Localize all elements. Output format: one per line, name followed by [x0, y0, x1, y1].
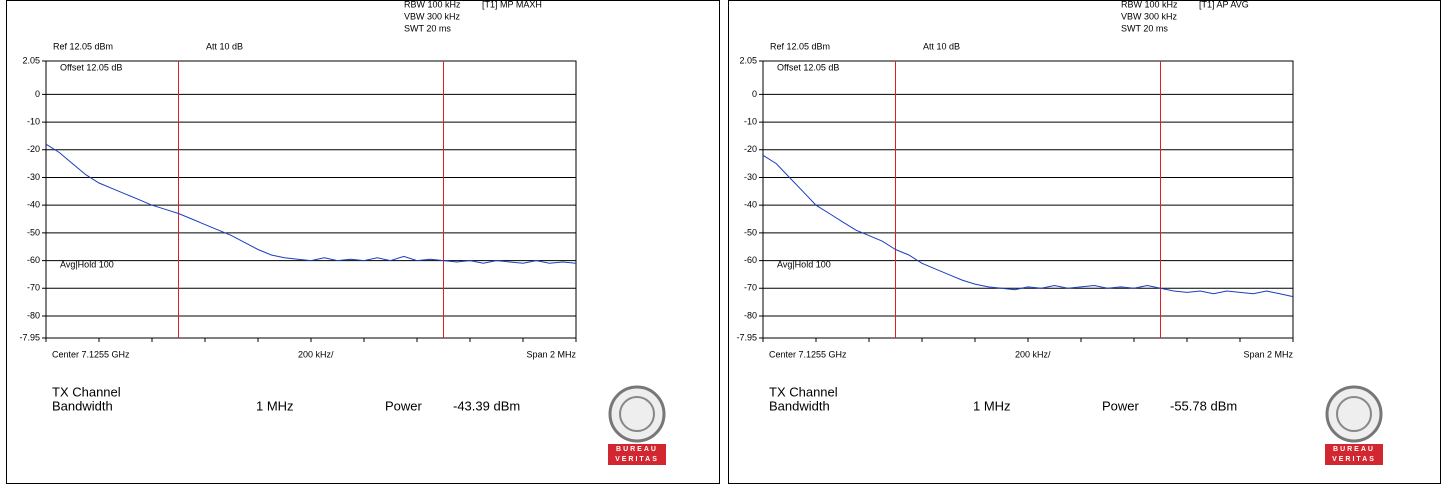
y-tick-label: -40 — [744, 200, 757, 210]
y-tick-label: -30 — [27, 172, 40, 182]
y-tick-label: 0 — [752, 89, 757, 99]
power-value: -55.78 dBm — [1170, 398, 1237, 413]
center-frequency: Center 7.1255 GHz — [769, 349, 847, 359]
logo-text: VERITAS — [615, 456, 659, 463]
y-tick-label: 0 — [35, 89, 40, 99]
trace — [45, 143, 577, 264]
logo-seal-inner — [619, 396, 655, 432]
bandwidth-value: 1 MHz — [256, 398, 294, 413]
y-tick-label: -10 — [27, 116, 40, 126]
logo-text: VERITAS — [1332, 456, 1376, 463]
logo-band — [608, 444, 666, 465]
y-tick-label: 2.05 — [22, 55, 40, 65]
swt: SWT 20 ms — [1121, 23, 1168, 33]
panel-border — [6, 0, 720, 484]
result-label: TX Channel — [769, 384, 838, 399]
offset-label: Offset 12.05 dB — [777, 62, 839, 72]
y-tick-label: -50 — [27, 227, 40, 237]
power-value: -43.39 dBm — [453, 398, 520, 413]
y-tick-label: -30 — [744, 172, 757, 182]
panel-border — [728, 0, 1441, 484]
plot-area — [762, 60, 1294, 339]
y-tick-label: -20 — [744, 144, 757, 154]
attenuation: Att 10 dB — [923, 41, 960, 51]
avg-hold-label: Avg|Hold 100 — [60, 259, 114, 269]
span: Span 2 MHz — [526, 349, 576, 359]
y-tick-label: -50 — [744, 227, 757, 237]
logo-seal-inner — [1336, 396, 1372, 432]
y-tick-label: -60 — [27, 255, 40, 265]
y-tick-label: -7.95 — [19, 332, 40, 342]
power-label: Power — [385, 398, 423, 413]
y-tick-label: -10 — [744, 116, 757, 126]
y-tick-label: -60 — [744, 255, 757, 265]
y-tick-label: -70 — [744, 283, 757, 293]
rbw: RBW 100 kHz — [404, 0, 461, 9]
attenuation: Att 10 dB — [206, 41, 243, 51]
y-tick-label: 2.05 — [739, 55, 757, 65]
plot-area — [45, 60, 577, 339]
y-tick-label: -80 — [744, 310, 757, 320]
avg-hold-label: Avg|Hold 100 — [777, 259, 831, 269]
span: Span 2 MHz — [1243, 349, 1293, 359]
ref-level: Ref 12.05 dBm — [53, 41, 113, 51]
vbw: VBW 300 kHz — [404, 11, 461, 21]
power-label: Power — [1102, 398, 1140, 413]
logo-seal — [608, 385, 666, 443]
logo-seal — [1325, 385, 1383, 443]
trace-mode: [T1] MP MAXH — [482, 0, 542, 9]
result-label: Bandwidth — [769, 398, 830, 413]
ref-level: Ref 12.05 dBm — [770, 41, 830, 51]
swt: SWT 20 ms — [404, 23, 451, 33]
y-tick-label: -80 — [27, 310, 40, 320]
rbw: RBW 100 kHz — [1121, 0, 1178, 9]
per-division: 200 kHz/ — [298, 349, 334, 359]
bandwidth-value: 1 MHz — [973, 398, 1011, 413]
center-frequency: Center 7.1255 GHz — [52, 349, 130, 359]
offset-label: Offset 12.05 dB — [60, 62, 122, 72]
y-tick-label: -20 — [27, 144, 40, 154]
trace-mode: [T1] AP AVG — [1199, 0, 1249, 9]
logo-text: BUREAU — [1333, 446, 1375, 453]
logo-text: BUREAU — [616, 446, 658, 453]
trace — [762, 154, 1294, 298]
y-tick-label: -40 — [27, 200, 40, 210]
result-label: TX Channel — [52, 384, 121, 399]
per-division: 200 kHz/ — [1015, 349, 1051, 359]
logo-band — [1325, 444, 1383, 465]
y-tick-label: -7.95 — [736, 332, 757, 342]
vbw: VBW 300 kHz — [1121, 11, 1178, 21]
result-label: Bandwidth — [52, 398, 113, 413]
y-tick-label: -70 — [27, 283, 40, 293]
